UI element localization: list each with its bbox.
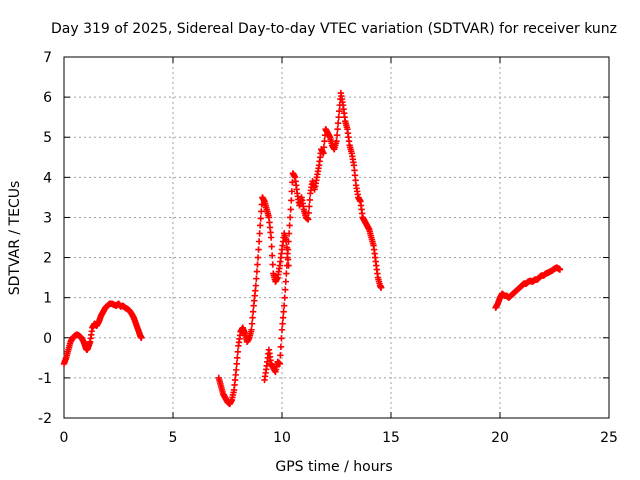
x-tick-label: 15 (382, 430, 400, 446)
data-point (281, 294, 288, 301)
y-tick-labels: -2 -1 0 1 2 3 4 5 6 7 (38, 50, 52, 427)
y-tick-label: 4 (43, 170, 52, 186)
data-point (278, 326, 286, 333)
y-tick-label: -1 (38, 371, 52, 387)
data-point (305, 209, 312, 217)
data-point (285, 230, 293, 237)
data-point (268, 243, 275, 250)
data-point (277, 352, 284, 359)
y-tick-label: 7 (43, 50, 52, 66)
data-point (234, 348, 242, 356)
data-point (283, 262, 291, 269)
data-point (279, 314, 287, 321)
data-point (280, 302, 288, 309)
data-point (333, 132, 341, 139)
data-point (256, 230, 263, 237)
data-point (333, 138, 340, 145)
data-point (279, 320, 286, 327)
data-point (258, 208, 265, 215)
x-tick-label: 10 (273, 430, 291, 446)
x-tick-label: 5 (169, 430, 178, 446)
data-point (320, 144, 328, 151)
data-point (277, 343, 285, 351)
data-point (254, 254, 262, 261)
y-tick-label: 5 (43, 130, 52, 146)
y-tick-label: 2 (43, 251, 52, 267)
data-point (288, 197, 295, 204)
data-point (249, 308, 257, 315)
data-point (276, 360, 284, 368)
chart-title: Day 319 of 2025, Sidereal Day-to-day VTE… (51, 21, 617, 37)
y-tick-label: 6 (43, 90, 52, 106)
data-point (286, 222, 293, 229)
grid-lines (64, 57, 609, 418)
data-point (233, 366, 240, 374)
data-point (284, 254, 291, 261)
y-tick-label: 3 (43, 210, 52, 226)
data-point (253, 275, 260, 282)
data-point (283, 270, 290, 277)
data-point (306, 196, 313, 204)
y-tick-label: 0 (43, 331, 52, 347)
data-point (233, 360, 240, 368)
data-point (377, 284, 385, 291)
data-point (286, 214, 294, 221)
data-point (556, 266, 564, 273)
data-point (335, 113, 342, 121)
data-point (253, 268, 261, 275)
data-point (288, 188, 296, 195)
data-point (334, 126, 341, 133)
y-axis-label: SDTVAR / TECUs (7, 181, 23, 296)
data-point (336, 107, 343, 115)
x-tick-label: 0 (60, 430, 69, 446)
data-point (248, 326, 255, 333)
data-point (138, 334, 145, 341)
data-point (252, 282, 260, 289)
data-point (289, 179, 296, 186)
data-point (257, 215, 264, 222)
data-point (278, 335, 285, 342)
data-point (287, 206, 294, 213)
data-point (304, 216, 312, 223)
x-tick-label: 25 (600, 430, 618, 446)
data-point (334, 119, 342, 127)
y-tick-label: -2 (38, 411, 52, 427)
data-point (321, 138, 328, 145)
data-point (254, 261, 261, 268)
x-tick-label: 20 (491, 430, 509, 446)
data-point (267, 234, 275, 241)
data-point (269, 261, 276, 268)
plot-frame (63, 56, 610, 419)
data-point (234, 354, 241, 362)
x-axis-label: GPS time / hours (275, 459, 392, 475)
data-series-sdtvar (60, 89, 564, 408)
data-point (280, 308, 287, 315)
data-point (282, 286, 289, 293)
data-point (268, 252, 276, 259)
data-point (306, 203, 313, 210)
data-point (320, 150, 327, 157)
data-point (257, 222, 264, 229)
data-point (285, 238, 292, 245)
data-point (284, 246, 292, 253)
data-point (255, 246, 262, 253)
x-tick-labels: 0 5 10 15 20 25 (60, 430, 618, 446)
data-point (255, 238, 263, 245)
y-tick-label: 1 (43, 291, 52, 307)
data-point (249, 314, 256, 321)
data-point (282, 278, 290, 285)
data-point (248, 320, 256, 327)
